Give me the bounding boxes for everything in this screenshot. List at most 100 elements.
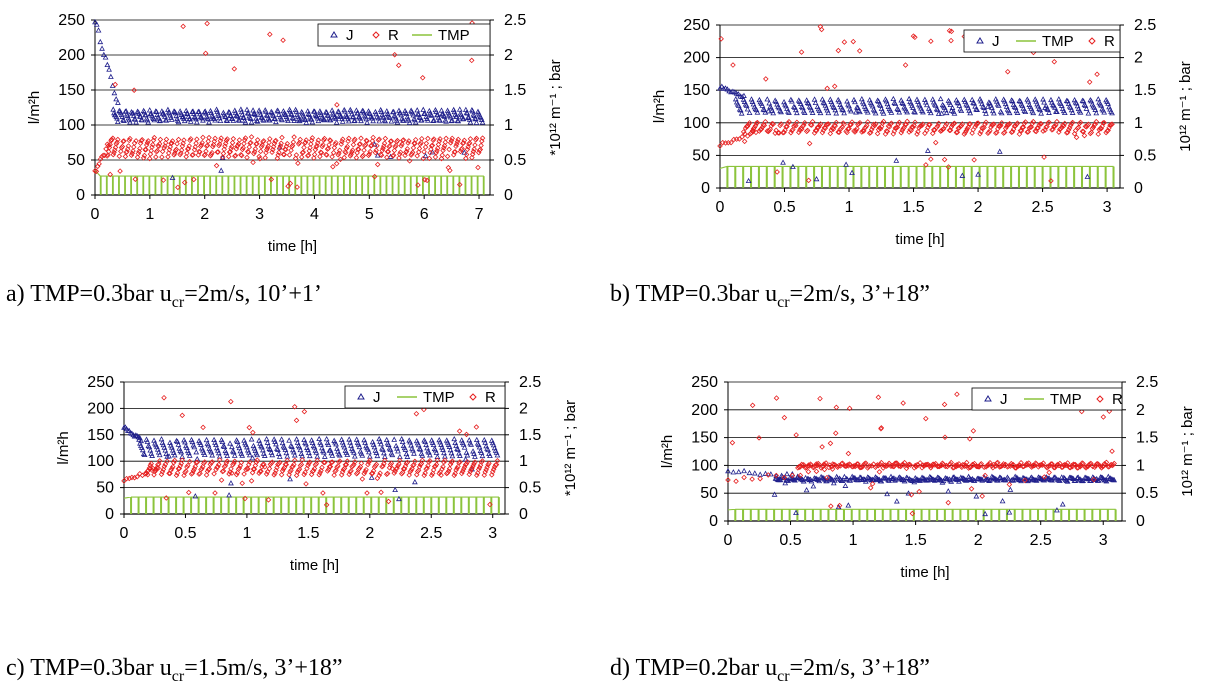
data-point-r: [974, 120, 980, 127]
data-point-r: [1040, 128, 1046, 134]
data-point-j: [421, 110, 428, 116]
data-point-r: [295, 160, 301, 167]
data-point-j: [735, 468, 742, 475]
data-point-j: [725, 467, 731, 474]
y-left-tick-label: 150: [683, 82, 710, 99]
caption-a: a) TMP=0.3bar ucr=2m/s, 10’+1’: [6, 281, 322, 311]
data-point-r: [1004, 122, 1011, 128]
data-point-r: [216, 457, 223, 463]
data-point-r: [958, 122, 965, 129]
data-point-r: [761, 122, 768, 129]
data-point-r: [393, 142, 399, 149]
data-point-r: [875, 394, 882, 401]
data-point-j: [926, 473, 933, 480]
data-point-r: [943, 121, 950, 127]
data-point-r: [229, 143, 235, 150]
data-point-r: [819, 444, 825, 450]
data-point-j: [897, 475, 904, 481]
data-point-j: [324, 112, 331, 118]
data-point-r: [105, 148, 112, 155]
data-point-r: [280, 37, 286, 43]
data-point-j: [240, 114, 247, 120]
data-point-r: [896, 119, 903, 126]
data-point-r: [206, 466, 213, 472]
y-left-tick-label: 200: [87, 400, 114, 417]
data-point-r: [179, 457, 185, 463]
data-point-j: [136, 436, 142, 442]
data-point-j: [844, 98, 850, 104]
data-point-j: [252, 111, 259, 117]
data-point-j: [395, 448, 401, 454]
data-point-r: [872, 121, 879, 127]
data-point-r: [381, 143, 387, 149]
legend-label-tmp: TMP: [1042, 33, 1074, 50]
data-point-j: [419, 452, 426, 458]
data-point-r: [427, 458, 433, 464]
data-point-r: [337, 156, 344, 163]
data-point-r: [730, 62, 736, 68]
x-axis-label: time [h]: [900, 564, 949, 581]
data-point-r: [308, 141, 314, 147]
data-point-j: [924, 476, 930, 482]
data-point-j: [133, 119, 139, 125]
data-point-r: [827, 440, 834, 447]
y-left-tick-label: 100: [58, 117, 85, 134]
data-point-r: [181, 137, 187, 143]
data-point-r: [93, 168, 100, 175]
x-tick-label: 1: [242, 525, 251, 542]
data-point-r: [797, 472, 804, 479]
data-point-r: [229, 139, 236, 146]
data-point-r: [370, 468, 377, 474]
data-point-j: [95, 27, 102, 33]
data-point-r: [815, 124, 822, 131]
data-point-r: [344, 143, 351, 150]
data-point-r: [347, 469, 353, 475]
data-point-r: [385, 148, 392, 155]
data-point-j: [221, 443, 228, 450]
data-point-r: [942, 434, 948, 440]
data-point-r: [331, 472, 337, 478]
data-point-j: [141, 451, 148, 458]
data-point-r: [841, 39, 848, 45]
data-point-r: [236, 137, 243, 143]
data-point-j: [893, 157, 900, 163]
data-point-r: [192, 463, 199, 470]
data-point-j: [269, 451, 276, 458]
data-point-r: [963, 459, 970, 466]
data-point-r: [147, 462, 154, 469]
data-point-j: [766, 100, 773, 106]
data-point-r: [363, 466, 369, 473]
data-point-r: [895, 121, 902, 127]
data-point-r: [422, 470, 428, 476]
data-point-r: [135, 150, 142, 157]
data-point-r: [243, 466, 249, 473]
data-point-j: [1085, 110, 1092, 116]
data-point-j: [1088, 477, 1094, 483]
data-point-r: [978, 461, 985, 467]
x-tick-label: 7: [475, 206, 484, 223]
data-point-r: [324, 152, 330, 158]
x-tick-label: 1.5: [904, 532, 926, 549]
data-point-j: [329, 107, 335, 113]
data-point-r: [387, 461, 394, 468]
data-point-j: [114, 115, 120, 121]
data-point-j: [833, 110, 840, 116]
y-left-axis-label: l/m²h: [55, 431, 72, 464]
data-point-r: [449, 458, 456, 465]
data-point-j: [873, 475, 880, 481]
data-point-r: [456, 181, 463, 188]
data-point-r: [377, 470, 383, 476]
data-point-r: [459, 145, 465, 152]
data-point-j: [1008, 97, 1015, 103]
data-point-r: [444, 470, 451, 476]
data-point-r: [265, 143, 272, 149]
data-point-r: [343, 461, 350, 468]
y-right-tick-label: 0.5: [1136, 485, 1158, 502]
data-point-j: [754, 109, 761, 115]
data-point-j: [329, 452, 336, 458]
data-point-j: [175, 118, 182, 125]
data-point-j: [1016, 97, 1023, 103]
data-point-r: [1106, 408, 1113, 414]
series-tmp-line: [719, 165, 1115, 188]
data-point-j: [349, 114, 356, 120]
